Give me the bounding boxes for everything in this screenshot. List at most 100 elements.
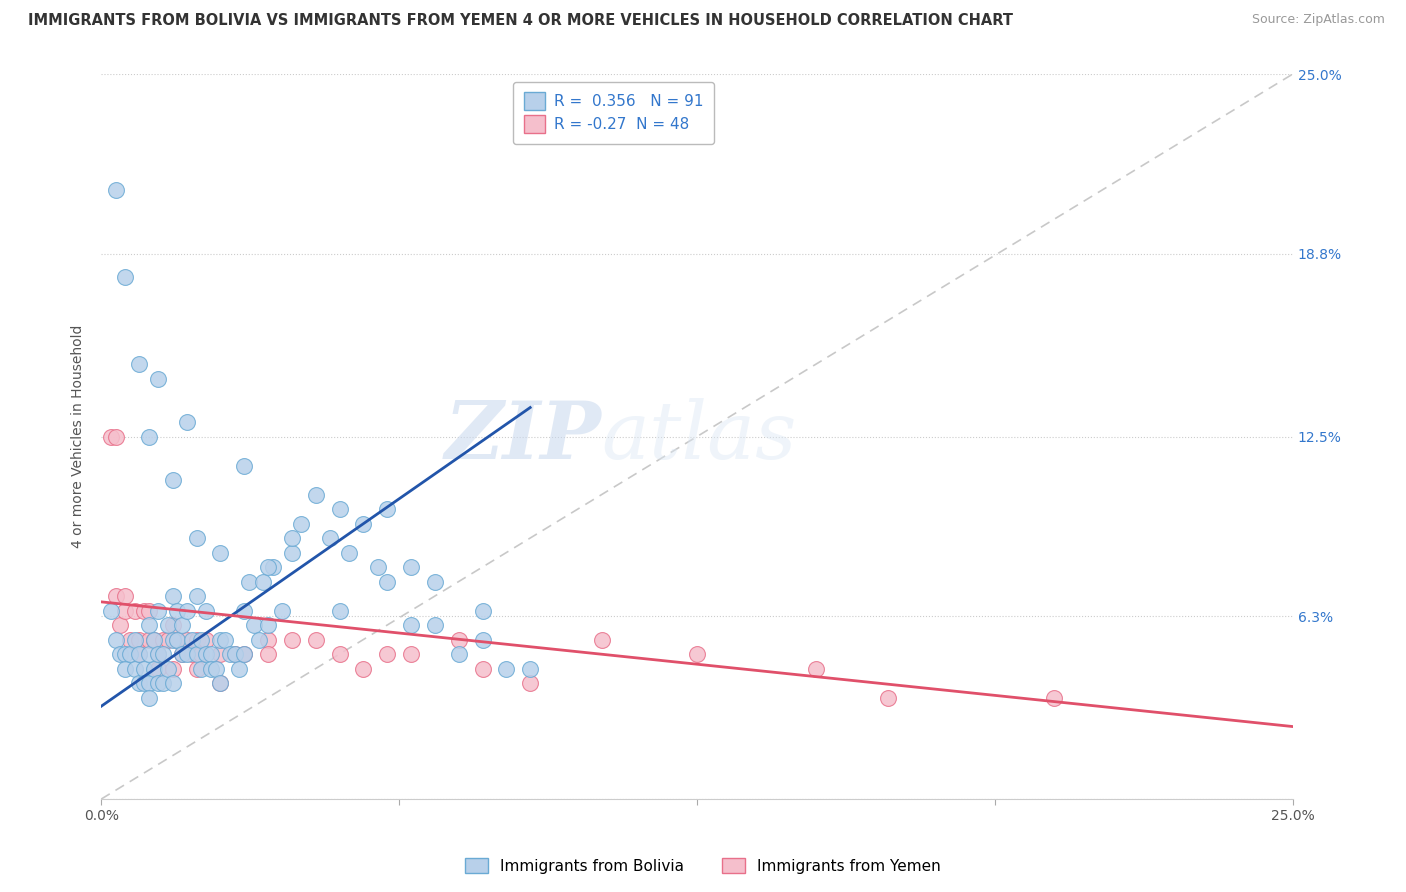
Point <box>176 632 198 647</box>
Point <box>352 662 374 676</box>
Point <box>148 662 170 676</box>
Point <box>100 603 122 617</box>
Point <box>138 647 160 661</box>
Point <box>686 647 709 661</box>
Point <box>124 662 146 676</box>
Point <box>138 690 160 705</box>
Point <box>128 357 150 371</box>
Point <box>228 662 250 676</box>
Point <box>190 662 212 676</box>
Point <box>471 662 494 676</box>
Point <box>399 647 422 661</box>
Point <box>148 647 170 661</box>
Point <box>176 415 198 429</box>
Point <box>114 647 136 661</box>
Point <box>224 647 246 661</box>
Point <box>238 574 260 589</box>
Point <box>166 632 188 647</box>
Point <box>180 647 202 661</box>
Point <box>104 183 127 197</box>
Point <box>209 676 232 690</box>
Point <box>190 632 212 647</box>
Point <box>195 603 218 617</box>
Point <box>271 603 294 617</box>
Point <box>162 632 184 647</box>
Point <box>132 676 155 690</box>
Point <box>281 545 304 559</box>
Point <box>257 632 280 647</box>
Point <box>104 632 127 647</box>
Point <box>128 676 150 690</box>
Legend: R =  0.356   N = 91, R = -0.27  N = 48: R = 0.356 N = 91, R = -0.27 N = 48 <box>513 82 714 144</box>
Point <box>591 632 613 647</box>
Point <box>209 545 232 559</box>
Point <box>110 647 132 661</box>
Point <box>142 632 165 647</box>
Point <box>305 632 328 647</box>
Point <box>375 574 398 589</box>
Point <box>242 618 264 632</box>
Point <box>447 632 470 647</box>
Point <box>447 647 470 661</box>
Point <box>172 647 194 661</box>
Point <box>162 589 184 603</box>
Point <box>367 560 389 574</box>
Point <box>180 632 202 647</box>
Point <box>375 502 398 516</box>
Point <box>138 603 160 617</box>
Point <box>152 647 174 661</box>
Point <box>128 647 150 661</box>
Point <box>352 516 374 531</box>
Point <box>110 618 132 632</box>
Point <box>519 676 541 690</box>
Point <box>104 589 127 603</box>
Point <box>186 531 208 545</box>
Text: Source: ZipAtlas.com: Source: ZipAtlas.com <box>1251 13 1385 27</box>
Point <box>204 662 226 676</box>
Point <box>114 662 136 676</box>
Point <box>148 647 170 661</box>
Point <box>156 632 179 647</box>
Point <box>138 632 160 647</box>
Point <box>209 632 232 647</box>
Point <box>148 603 170 617</box>
Point <box>186 647 208 661</box>
Point <box>114 270 136 285</box>
Point <box>337 545 360 559</box>
Point <box>257 647 280 661</box>
Point <box>152 676 174 690</box>
Point <box>148 371 170 385</box>
Point <box>162 662 184 676</box>
Point <box>114 603 136 617</box>
Point <box>423 574 446 589</box>
Point <box>176 603 198 617</box>
Point <box>124 603 146 617</box>
Point <box>1043 690 1066 705</box>
Point <box>423 618 446 632</box>
Point <box>319 531 342 545</box>
Point <box>399 618 422 632</box>
Point <box>138 676 160 690</box>
Point <box>190 647 212 661</box>
Point <box>519 662 541 676</box>
Point <box>876 690 898 705</box>
Y-axis label: 4 or more Vehicles in Household: 4 or more Vehicles in Household <box>72 325 86 549</box>
Point <box>176 647 198 661</box>
Point <box>209 676 232 690</box>
Point <box>186 662 208 676</box>
Point <box>162 618 184 632</box>
Point <box>233 603 256 617</box>
Point <box>209 647 232 661</box>
Point <box>471 632 494 647</box>
Point <box>118 632 141 647</box>
Point <box>128 632 150 647</box>
Point <box>257 560 280 574</box>
Point <box>195 647 218 661</box>
Point <box>118 647 141 661</box>
Text: IMMIGRANTS FROM BOLIVIA VS IMMIGRANTS FROM YEMEN 4 OR MORE VEHICLES IN HOUSEHOLD: IMMIGRANTS FROM BOLIVIA VS IMMIGRANTS FR… <box>28 13 1014 29</box>
Point <box>328 603 350 617</box>
Point <box>290 516 312 531</box>
Point <box>172 647 194 661</box>
Point <box>148 676 170 690</box>
Point <box>186 632 208 647</box>
